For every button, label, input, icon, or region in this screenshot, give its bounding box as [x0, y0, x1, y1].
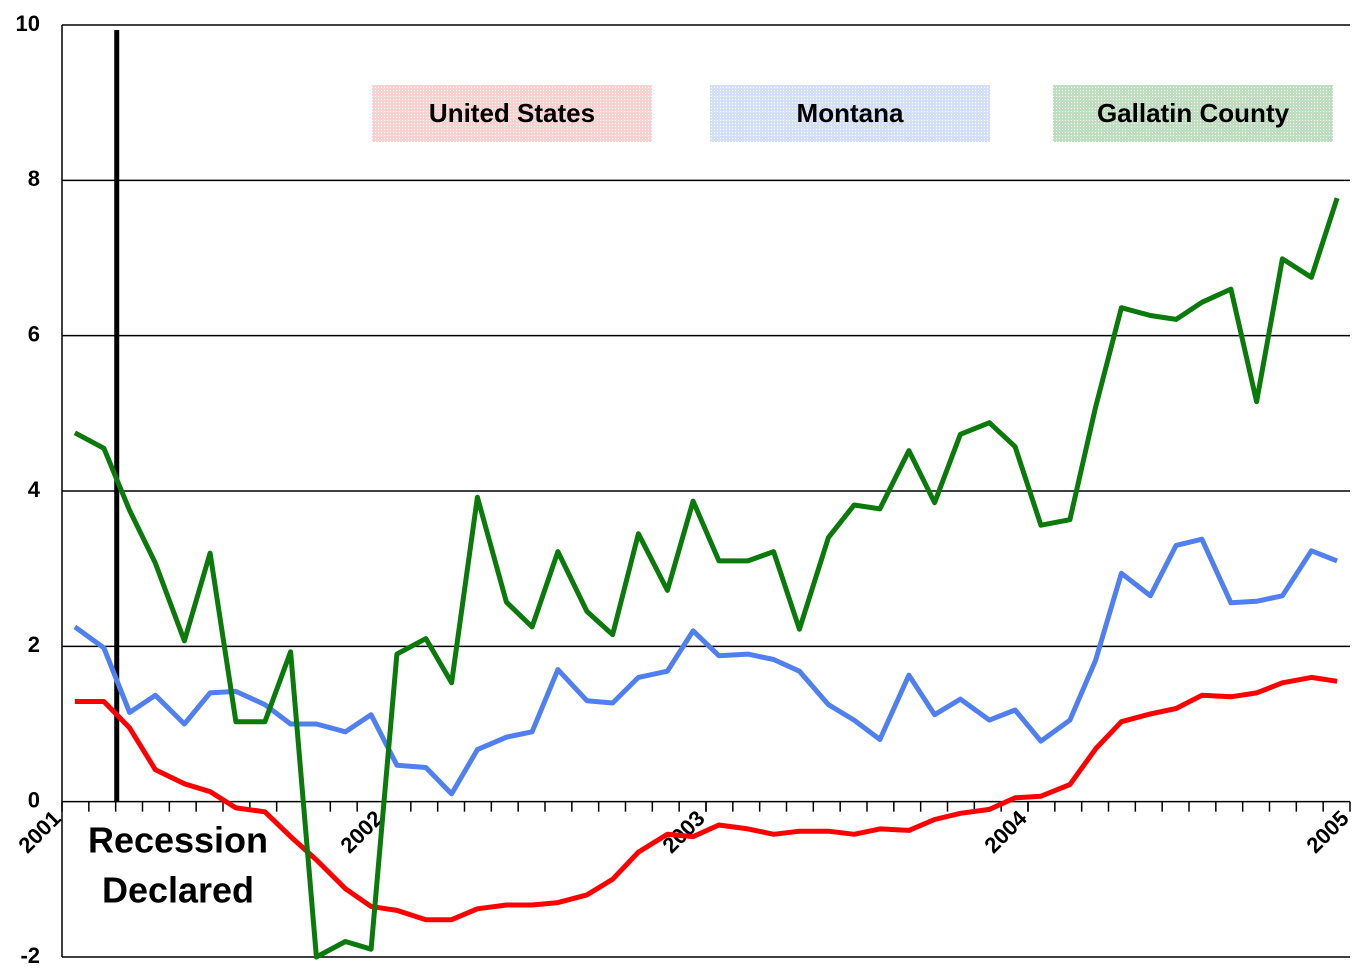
y-tick-label: 8	[28, 166, 40, 191]
annotation: Recession	[88, 820, 268, 861]
y-tick-label: 4	[28, 477, 41, 502]
y-tick-label: 2	[28, 632, 40, 657]
legend-texture	[1053, 85, 1333, 142]
y-tick-label: 0	[28, 787, 40, 812]
legend-label: Montana	[797, 98, 904, 128]
x-tick-label: 2005	[1301, 806, 1353, 858]
legend-label: United States	[429, 98, 595, 128]
x-tick-label: 2004	[979, 805, 1032, 858]
legend-label: Gallatin County	[1097, 98, 1290, 128]
series-line	[74, 674, 1338, 923]
legend-texture	[372, 85, 652, 142]
annotation: Declared	[102, 870, 254, 911]
y-tick-label: 6	[28, 321, 40, 346]
legend-texture	[710, 85, 990, 142]
y-tick-label: 10	[16, 11, 40, 36]
x-tick-label: 2001	[13, 806, 65, 858]
y-tick-label: -2	[20, 943, 40, 968]
series-line	[73, 197, 1340, 960]
series-line	[73, 536, 1339, 797]
